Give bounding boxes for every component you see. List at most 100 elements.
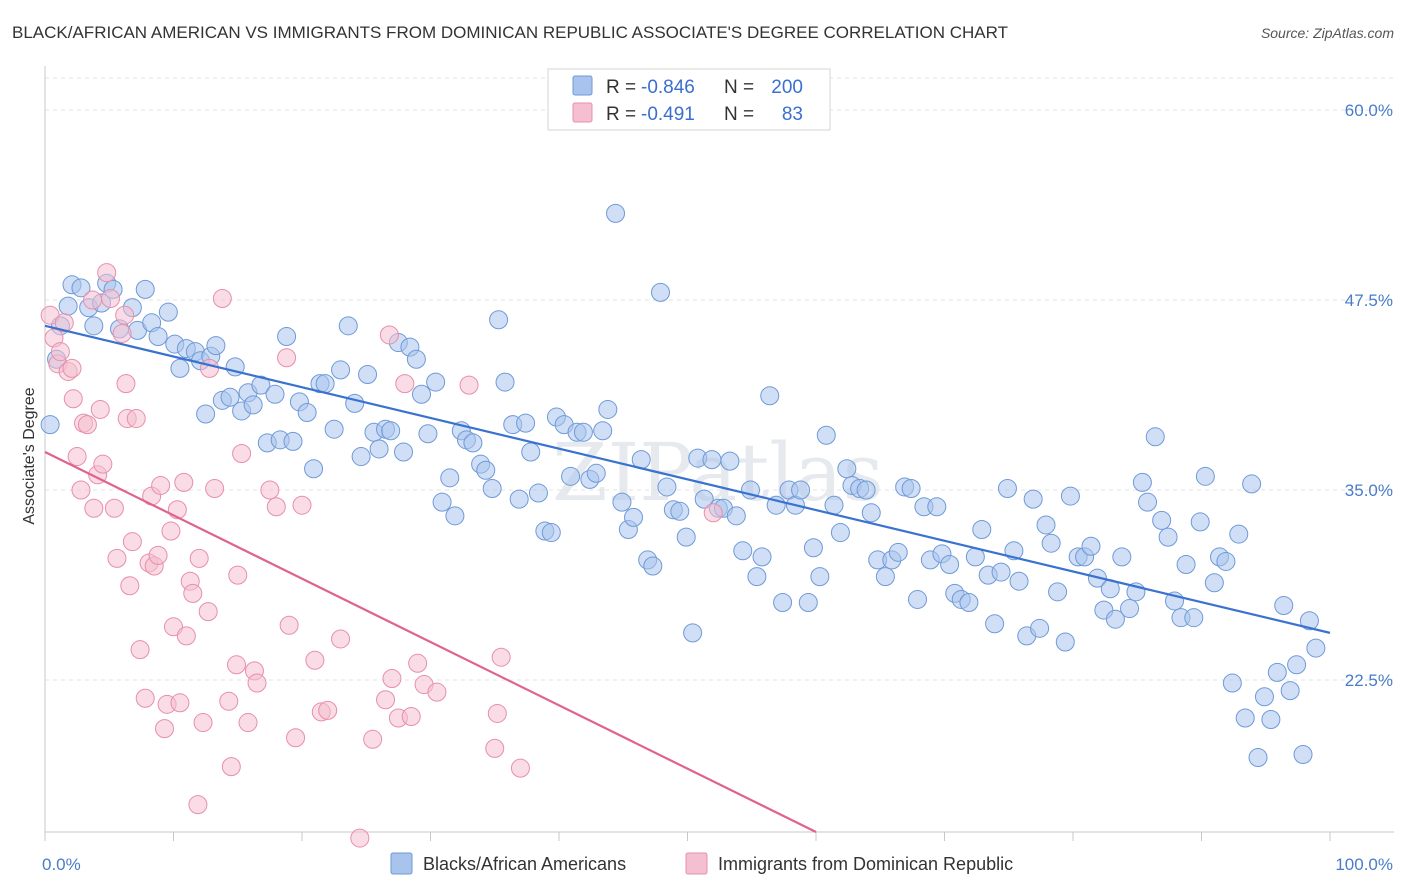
blacks-point-118 (803, 538, 823, 558)
dominican-point-51 (212, 288, 232, 308)
blacks-point-106 (726, 506, 746, 526)
dominican-point-73 (379, 325, 399, 345)
blacks-point-165 (1105, 609, 1125, 629)
dominican-point-28 (130, 640, 150, 660)
blacks-point-42 (315, 374, 335, 394)
blacks-point-86 (598, 399, 618, 419)
blacks-point-5 (71, 278, 91, 298)
dominican-point-33 (148, 545, 168, 565)
blacks-point-177 (1184, 608, 1204, 628)
trend-lines (44, 324, 1331, 833)
dominican-point-81 (459, 375, 479, 395)
dominican-point-47 (193, 713, 213, 733)
blacks-point-54 (394, 442, 414, 462)
blacks-point-121 (824, 495, 844, 515)
blacks-point-85 (593, 421, 613, 441)
blacks-point-153 (1030, 618, 1050, 638)
blacks-point-60 (432, 492, 452, 512)
blacks-point-183 (1222, 673, 1242, 693)
blacks-point-36 (277, 326, 297, 346)
bottom-legend-label-dominican: Immigrants from Dominican Republic (718, 854, 1013, 874)
blacks-point-113 (773, 592, 793, 612)
blacks-point-48 (358, 364, 378, 384)
dominican-point-19 (104, 498, 124, 518)
blacks-point-94 (651, 282, 671, 302)
bottom-legend-label-blacks: Blacks/African Americans (423, 854, 626, 874)
dominican-point-22 (115, 305, 135, 325)
blacks-point-189 (1261, 710, 1281, 730)
dominican-point-71 (363, 729, 383, 749)
blacks-point-196 (1306, 638, 1326, 658)
dominican-point-64 (286, 728, 306, 748)
dominican-point-77 (401, 706, 421, 726)
legend-r-value-dominican: -0.491 (641, 104, 695, 125)
blacks-point-95 (657, 477, 677, 497)
dominican-point-42 (176, 626, 196, 646)
dominican-point-4 (54, 313, 74, 333)
dominican-point-23 (116, 374, 136, 394)
blacks-point-101 (694, 489, 714, 509)
blacks-point-157 (1055, 632, 1075, 652)
blacks-point-171 (1145, 427, 1165, 447)
dominican-point-53 (221, 757, 241, 777)
blacks-point-194 (1293, 744, 1313, 764)
blacks-point-23 (196, 404, 216, 424)
blacks-point-3 (58, 296, 78, 316)
blacks-point-31 (243, 395, 263, 415)
legend: R = -0.846 N = 200 R = -0.491 N = 83 (547, 68, 831, 131)
blacks-point-131 (888, 542, 908, 562)
dominican-point-60 (260, 480, 280, 500)
dominican-point-54 (226, 655, 246, 675)
blacks-point-144 (972, 520, 992, 540)
blacks-point-46 (345, 393, 365, 413)
dominican-point-29 (135, 688, 155, 708)
blacks-point-47 (351, 447, 371, 467)
blacks-point-87 (606, 203, 626, 223)
x-tick-label-min: 0.0% (42, 855, 81, 874)
blacks-point-155 (1041, 533, 1061, 553)
blacks-point-170 (1138, 492, 1158, 512)
blacks-point-73 (516, 413, 536, 433)
blacks-point-147 (991, 562, 1011, 582)
blacks-point-65 (463, 433, 483, 453)
dominican-point-65 (292, 495, 312, 515)
bottom-legend-swatch-blacks (390, 852, 413, 875)
blacks-point-19 (170, 358, 190, 378)
dominican-point-52 (219, 691, 239, 711)
blacks-point-74 (521, 442, 541, 462)
blacks-point-190 (1267, 662, 1287, 682)
blacks-point-167 (1120, 599, 1140, 619)
blacks-point-193 (1287, 655, 1307, 675)
blacks-point-148 (997, 478, 1017, 498)
y-tick-label-3: 60.0% (1345, 101, 1393, 120)
y-tick-label-2: 47.5% (1345, 291, 1393, 310)
blacks-point-72 (509, 489, 529, 509)
chart-source: Source: ZipAtlas.com (1261, 25, 1394, 41)
legend-n-label-dominican: N = (724, 104, 754, 125)
dominican-point-26 (122, 532, 142, 552)
blacks-point-127 (861, 503, 881, 523)
blacks-point-40 (304, 459, 324, 479)
x-tick-label-max: 100.0% (1335, 855, 1393, 874)
blacks-point-80 (561, 466, 581, 486)
dominican-point-62 (277, 348, 297, 368)
dominican-point-48 (198, 602, 218, 622)
blacks-point-98 (676, 527, 696, 547)
legend-swatch-dominican (572, 102, 593, 123)
bottom-legend-swatch-dominican (685, 852, 708, 875)
blacks-point-45 (338, 316, 358, 336)
blacks-point-150 (1009, 571, 1029, 591)
dominican-point-20 (107, 548, 127, 568)
legend-r-value-blacks: -0.846 (641, 77, 695, 98)
blacks-point-56 (406, 349, 426, 369)
blacks-point-62 (445, 506, 465, 526)
blacks-point-180 (1204, 573, 1224, 593)
dominican-point-16 (93, 454, 113, 474)
blacks-point-184 (1229, 524, 1249, 544)
dominican-point-45 (188, 795, 208, 815)
series-dominican-points (40, 263, 723, 848)
blacks-point-97 (670, 501, 690, 521)
dominican-point-66 (305, 650, 325, 670)
legend-box (547, 68, 831, 131)
